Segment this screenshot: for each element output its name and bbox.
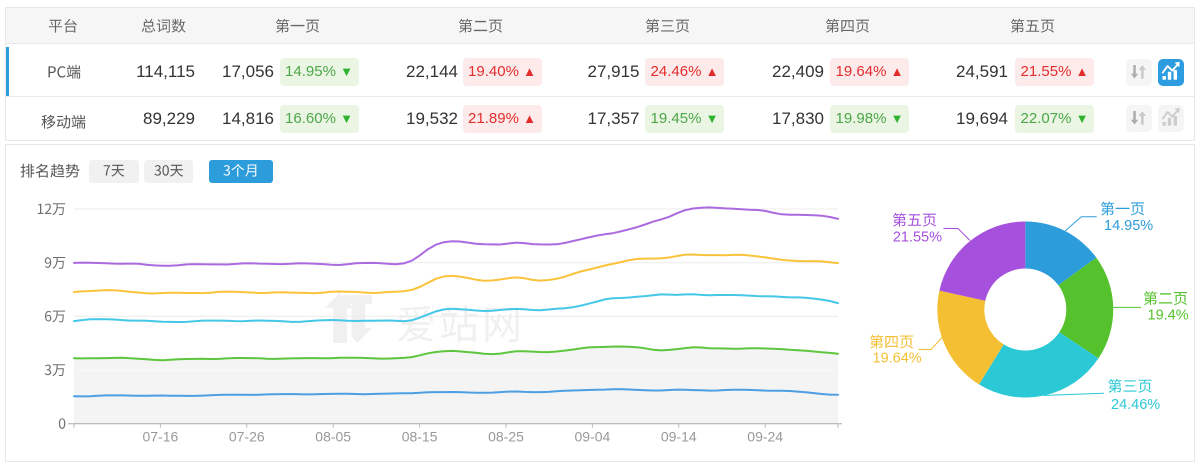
svg-text:19.4%: 19.4% <box>1148 308 1189 324</box>
svg-text:21.55%: 21.55% <box>893 229 942 245</box>
svg-text:09-24: 09-24 <box>747 429 783 445</box>
svg-text:08-05: 08-05 <box>315 429 351 445</box>
svg-text:07-26: 07-26 <box>229 429 265 445</box>
svg-text:09-14: 09-14 <box>661 429 697 445</box>
svg-text:08-15: 08-15 <box>402 429 438 445</box>
svg-text:14.95%: 14.95% <box>1104 218 1153 234</box>
svg-text:24.46%: 24.46% <box>1111 397 1160 413</box>
svg-text:09-04: 09-04 <box>574 429 610 445</box>
svg-text:19.64%: 19.64% <box>873 351 922 367</box>
svg-text:08-25: 08-25 <box>488 429 524 445</box>
svg-text:07-16: 07-16 <box>142 429 178 445</box>
